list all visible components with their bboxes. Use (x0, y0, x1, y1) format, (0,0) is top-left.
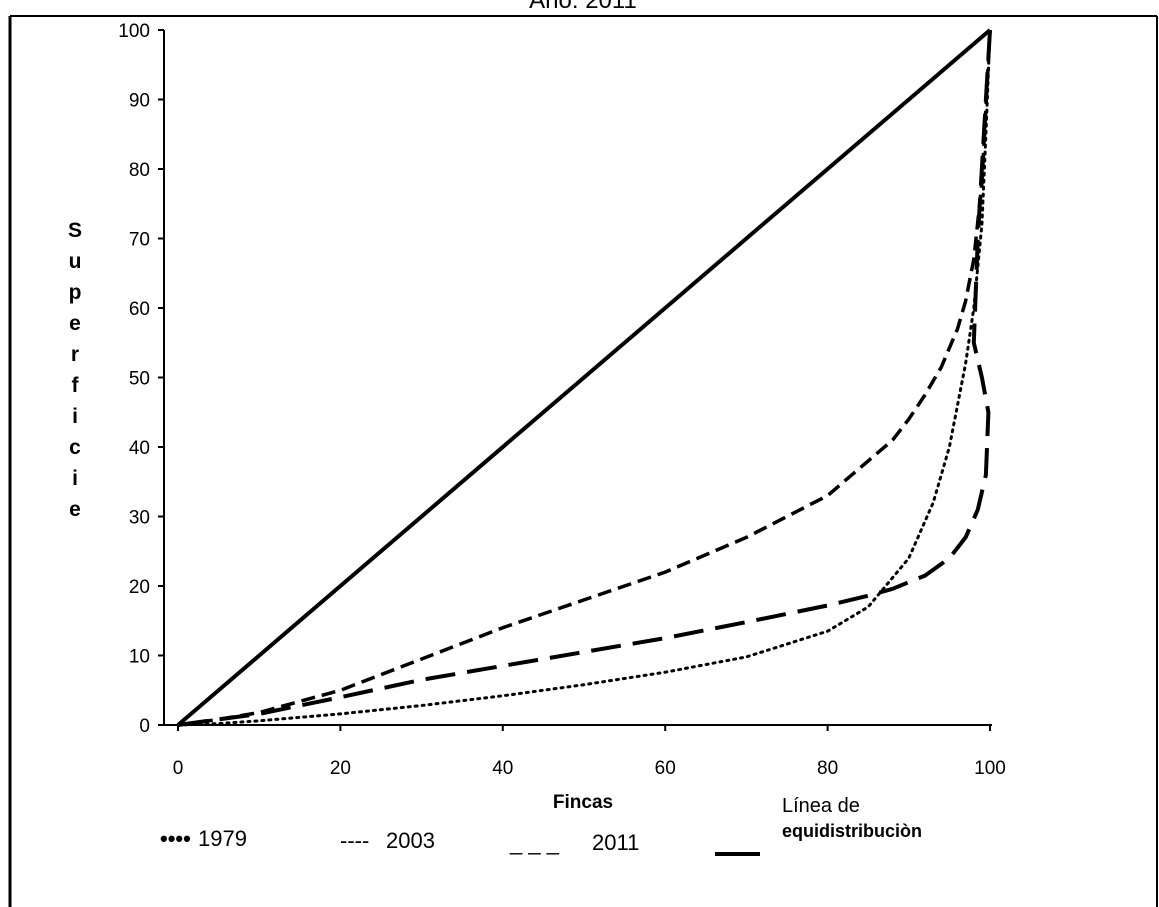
legend-sample-2011: _ _ _ (509, 830, 560, 855)
series-line-2003 (177, 29, 992, 727)
y-ticks: 0 10 20 30 40 50 60 70 80 90 100 (118, 21, 164, 737)
x-tick-label: 40 (492, 758, 513, 779)
y-tick-label: 20 (129, 577, 150, 598)
x-tick-label: 100 (974, 758, 1006, 779)
y-tick-label: 80 (129, 160, 150, 181)
y-tick-label: 0 (139, 716, 150, 737)
series-line-l-nea-de-equidistribuci-n (176, 28, 992, 727)
legend-label-2003: 2003 (386, 828, 435, 853)
y-axis-title-letter: f (72, 374, 80, 397)
y-axis-title-letter: r (71, 343, 79, 366)
legend-item-1979: •••• 1979 (160, 826, 247, 851)
x-tick-label: 0 (173, 758, 184, 779)
y-tick-label: 90 (129, 91, 150, 112)
y-axis-title-letter: S (68, 219, 82, 242)
y-tick-label: 60 (129, 299, 150, 320)
x-tick-label: 20 (330, 758, 351, 779)
x-axis-title: Fincas (553, 792, 613, 813)
y-axis-title-letter: u (69, 250, 82, 273)
chart-title: Año: 2011 (529, 0, 637, 14)
y-axis-title-letter: e (69, 312, 81, 335)
y-tick-label: 10 (129, 647, 150, 668)
legend-label-equidistribucion-line2: equidistribuciòn (782, 821, 922, 841)
x-ticks: 0 20 40 60 80 100 (173, 725, 1006, 779)
legend-label-2011: 2011 (592, 830, 639, 855)
legend: •••• 1979 ---- 2003 _ _ _ 2011 Línea de … (160, 795, 922, 856)
y-axis-title-letter: p (69, 281, 82, 304)
y-tick-label: 40 (129, 438, 150, 459)
legend-item-equidistribucion: Línea de equidistribuciòn (715, 795, 922, 856)
series-layer (176, 28, 992, 727)
y-axis-title-letter: c (69, 436, 81, 459)
legend-sample-1979: •••• (160, 826, 191, 851)
y-axis-title-letter: i (72, 467, 78, 490)
x-tick-label: 80 (817, 758, 838, 779)
x-tick-label: 60 (655, 758, 676, 779)
series-line-2011 (177, 29, 992, 727)
y-tick-label: 50 (129, 369, 150, 390)
legend-item-2003: ---- 2003 (340, 828, 435, 853)
legend-label-equidistribucion-line1: Línea de (782, 795, 860, 817)
y-axis-title-letter: e (69, 498, 81, 521)
y-tick-label: 30 (129, 508, 150, 529)
legend-sample-2003: ---- (340, 828, 369, 853)
y-tick-label: 70 (129, 230, 150, 251)
legend-label-1979: 1979 (198, 826, 247, 851)
y-axis-title-letter: i (72, 405, 78, 428)
legend-item-2011: _ _ _ 2011 (509, 830, 639, 855)
y-tick-label: 100 (118, 21, 150, 42)
